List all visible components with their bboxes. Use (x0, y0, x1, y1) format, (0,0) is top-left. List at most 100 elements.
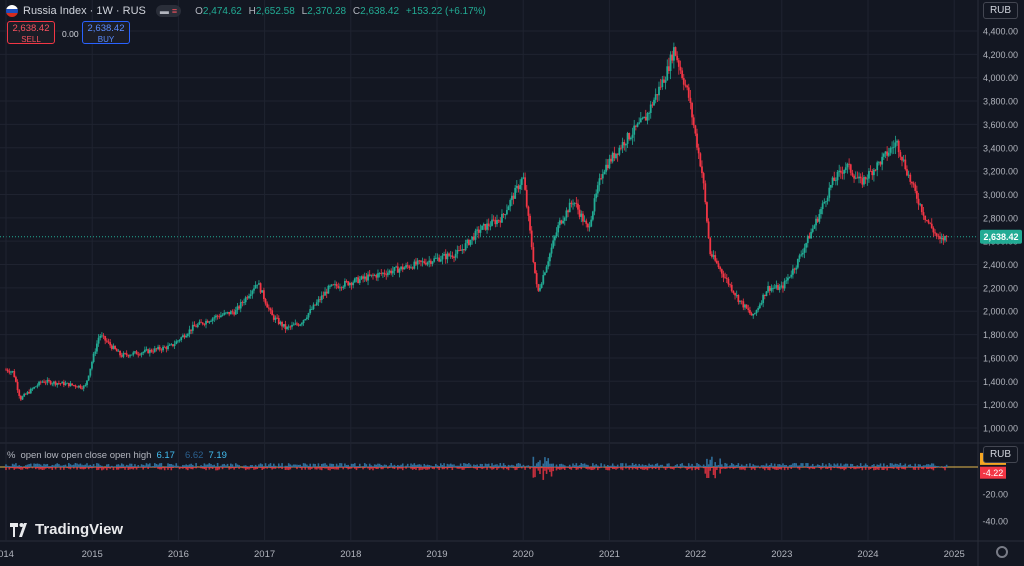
indicator-bar (177, 465, 179, 468)
indicator-bar (706, 458, 708, 478)
indicator-bar (261, 464, 264, 470)
candle (808, 232, 811, 239)
indicator-bar (782, 463, 784, 468)
candle (411, 266, 414, 270)
indicator-bar (259, 463, 262, 468)
open-value: 2,474.62 (202, 5, 242, 17)
price-tick-label: 1,000.00 (983, 424, 1018, 434)
candle (821, 200, 824, 215)
indicator-bar (869, 466, 872, 469)
candle (86, 380, 88, 388)
indicator-bar (332, 463, 335, 470)
candle (220, 311, 222, 318)
candle (87, 375, 90, 382)
candle (529, 213, 531, 234)
indicator-bar (914, 463, 917, 470)
indicator-bar (469, 464, 472, 468)
candle (801, 248, 804, 258)
indicator-bar (902, 465, 905, 470)
indicator-bar (274, 465, 277, 469)
candle (410, 264, 412, 269)
indicator-bar (418, 464, 421, 471)
indicator-bar (674, 465, 677, 468)
price-tick-label: 2,000.00 (983, 307, 1018, 317)
candle (256, 284, 259, 289)
indicator-bar (18, 465, 21, 469)
indicator-bar (132, 466, 135, 470)
candle (758, 302, 761, 310)
candle (342, 285, 345, 290)
candle (676, 51, 679, 63)
indicator-currency-button[interactable]: RUB (983, 446, 1018, 463)
indicator-bar (532, 456, 535, 478)
indicator-bar (378, 463, 381, 468)
candle (844, 162, 847, 174)
indicator-bar (246, 466, 249, 470)
indicator-bar (188, 464, 191, 469)
candle (8, 368, 11, 375)
indicator-bar (787, 466, 789, 470)
sell-label: SELL (21, 35, 41, 44)
candle (575, 196, 578, 208)
settings-gear-icon[interactable] (996, 546, 1008, 558)
status-pills[interactable]: ▬ ≡ (155, 5, 182, 17)
indicator-legend[interactable]: % open low open close open high 6.17 6.6… (7, 450, 227, 461)
indicator-bar (271, 465, 273, 470)
indicator-bar (740, 464, 743, 470)
indicator-bar (830, 464, 832, 471)
currency-button[interactable]: RUB (983, 2, 1018, 19)
candle (193, 321, 196, 327)
indicator-bar (775, 466, 778, 470)
indicator-bar (145, 463, 148, 468)
indicator-bar (201, 465, 204, 469)
indicator-bar (679, 463, 682, 469)
indicator-bar (587, 464, 589, 470)
indicator-bar (107, 464, 110, 469)
candle (315, 299, 318, 307)
candle (588, 221, 591, 232)
indicator-bar (449, 463, 452, 468)
candle (940, 233, 943, 244)
indicator-bar (555, 464, 558, 471)
indicator-bar (226, 463, 229, 468)
candle (643, 116, 646, 119)
candle (920, 203, 923, 215)
price-tick-label: 3,800.00 (983, 97, 1018, 107)
indicator-bar (413, 463, 416, 470)
candle (258, 280, 260, 285)
candle (19, 394, 22, 401)
indicator-bar (436, 465, 439, 469)
candle (621, 137, 624, 154)
indicator-bar (486, 464, 488, 470)
candle (231, 309, 234, 315)
candle (580, 210, 583, 223)
candle (777, 283, 779, 291)
candle (846, 162, 849, 174)
candle (434, 253, 437, 259)
sell-button[interactable]: 2,638.42 SELL (7, 21, 55, 44)
symbol-title[interactable]: Russia Index · 1W · RUS (23, 5, 146, 17)
indicator-bar (382, 465, 384, 470)
tradingview-logo[interactable]: TradingView (10, 521, 123, 538)
buy-button[interactable]: 2,638.42 BUY (82, 21, 130, 44)
candle (472, 232, 475, 241)
indicator-bar (841, 465, 844, 469)
candle (61, 381, 64, 384)
candle (884, 151, 887, 159)
indicator-bar (127, 465, 130, 470)
indicator-bar (504, 465, 507, 468)
indicator-bar (544, 457, 546, 471)
indicator-bar (443, 463, 445, 470)
candle (185, 333, 188, 338)
candle (593, 194, 596, 216)
indicator-bar (327, 466, 330, 471)
candle (899, 149, 902, 161)
indicator-bar (502, 463, 505, 470)
indicator-bar (878, 464, 880, 470)
indicator-bar (802, 463, 804, 468)
candle (24, 392, 27, 395)
indicator-bar (686, 466, 688, 471)
candle (944, 235, 946, 243)
indicator-bar (621, 463, 624, 471)
